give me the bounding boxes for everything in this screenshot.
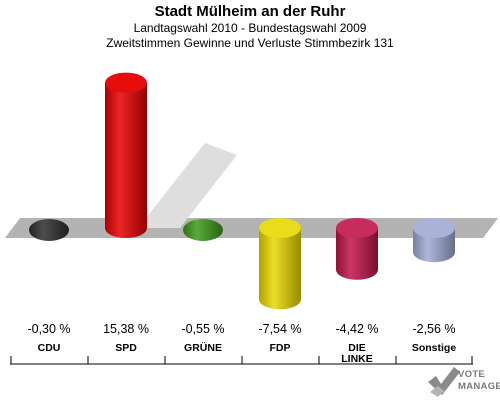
- bar-bottom: [413, 242, 455, 263]
- bar-bottom: [336, 259, 378, 280]
- bar-base: [105, 218, 147, 238]
- value-label: 15,38 %: [103, 322, 149, 336]
- value-label: -2,56 %: [412, 322, 455, 336]
- vote-manager-logo: [426, 364, 500, 398]
- bar-die-linke: [336, 218, 378, 280]
- value-labels-group: -0,30 % 15,38 % -0,55 % -7,54 % -4,42 % -2,56…: [27, 322, 455, 336]
- bar-cdu: [29, 219, 69, 241]
- bar-shadow: [138, 143, 237, 228]
- chart-header: Stadt Mülheim an der Ruhr Landtagswahl 2…: [0, 3, 500, 51]
- logo-text-manager: MANAGER: [458, 381, 500, 392]
- bar-disk: [29, 219, 69, 241]
- value-label: -0,30 %: [27, 322, 70, 336]
- bar-body: [259, 228, 301, 300]
- bar-disk: [183, 219, 223, 241]
- bar-sonstige: [413, 218, 455, 263]
- bar-bottom: [259, 289, 301, 310]
- bars-group: [29, 72, 455, 310]
- bar-body: [105, 82, 147, 228]
- category-label: DIE: [348, 342, 366, 354]
- category-label: GRÜNE: [184, 341, 222, 354]
- bar-cap: [413, 218, 455, 238]
- chart-title: Stadt Mülheim an der Ruhr: [154, 3, 346, 20]
- category-label: Sonstige: [412, 342, 456, 354]
- category-label: FDP: [270, 342, 291, 354]
- value-label: -0,55 %: [181, 322, 224, 336]
- bar-grüne: [183, 219, 223, 241]
- category-label: LINKE: [341, 353, 373, 365]
- category-label: CDU: [38, 342, 61, 354]
- bar-cap: [105, 72, 147, 93]
- category-label: SPD: [115, 342, 137, 354]
- value-label: -7,54 %: [258, 322, 301, 336]
- chart-description: Zweitstimmen Gewinne und Verluste Stimmb…: [106, 36, 394, 50]
- logo-text-vote: VOTE: [458, 369, 486, 380]
- bar-fdp: [259, 218, 301, 310]
- bar-spd: [105, 72, 147, 238]
- chart-subtitle: Landtagswahl 2010 - Bundestagswahl 2009: [133, 21, 367, 35]
- bar-cap: [336, 218, 378, 238]
- value-label: -4,42 %: [335, 322, 378, 336]
- bar-cap: [259, 218, 301, 238]
- checkmark-icon: [428, 367, 460, 397]
